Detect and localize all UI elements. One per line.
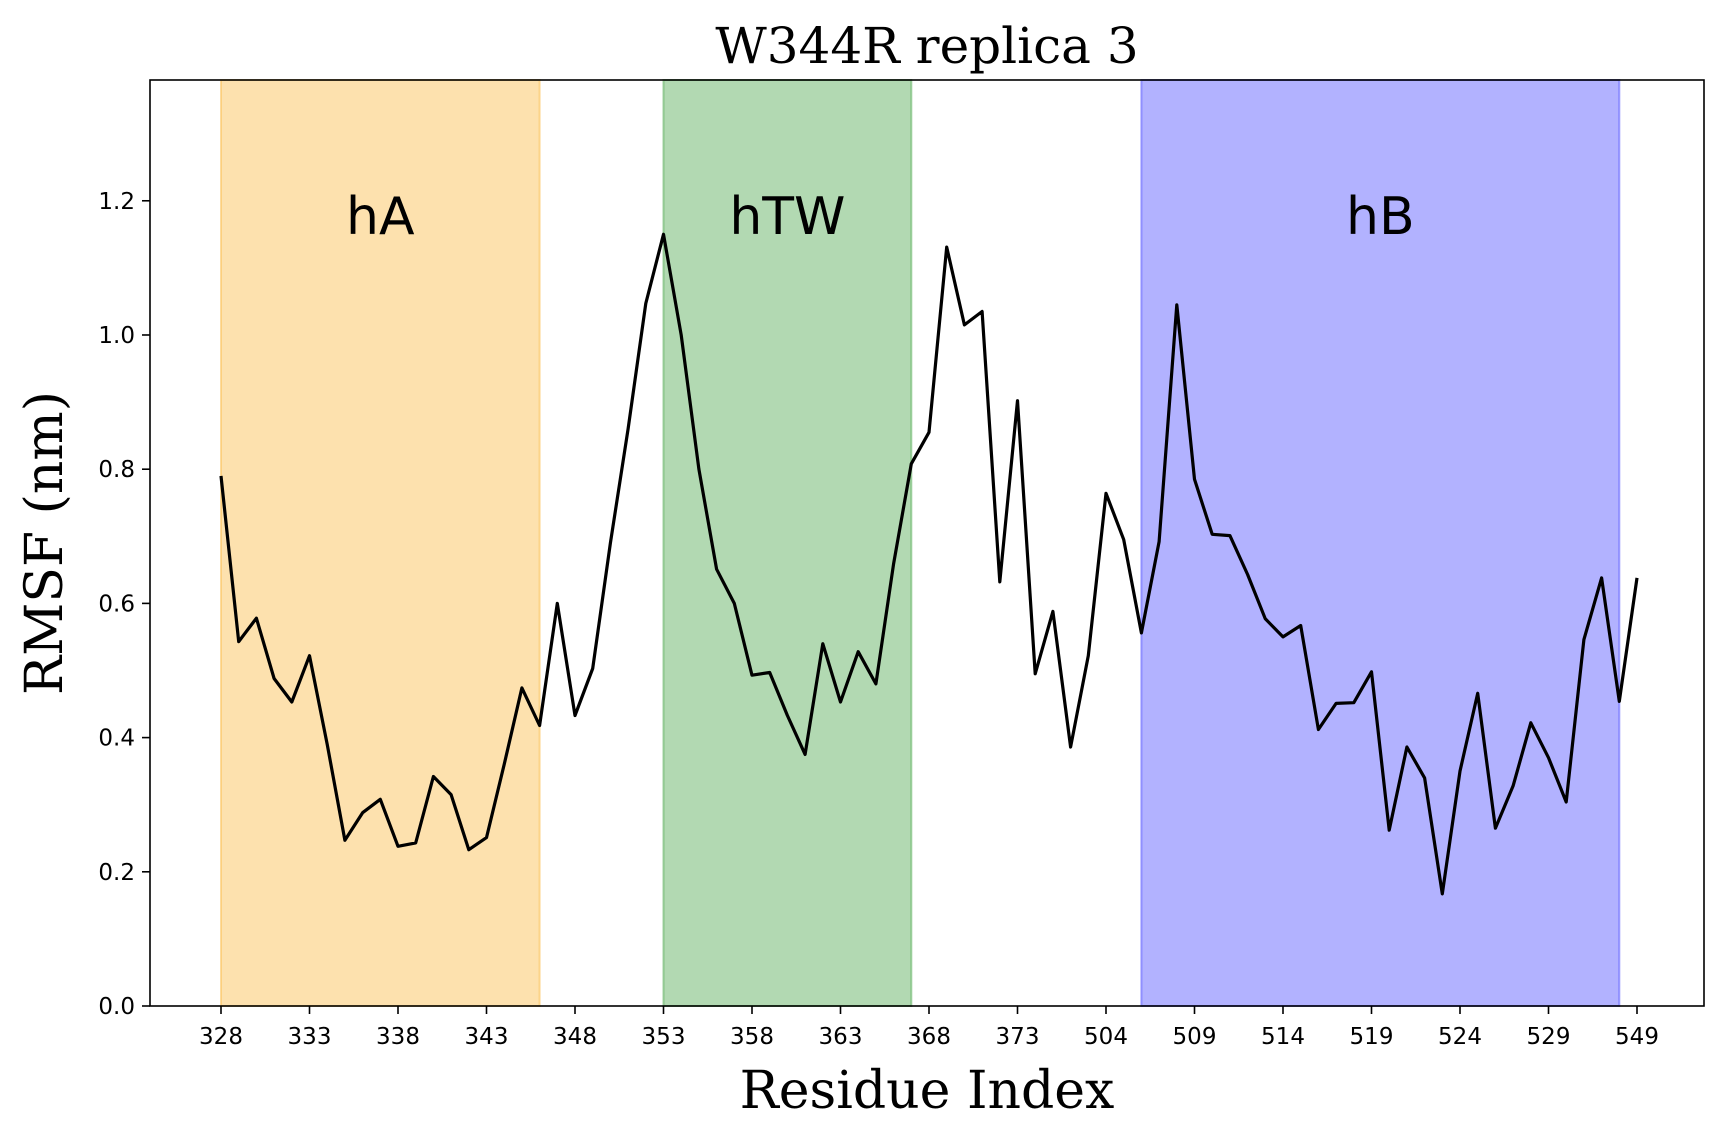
x-tick-label: 328 [199,1024,243,1050]
y-tick-label: 0.4 [98,726,135,752]
y-tick-label: 1.0 [98,323,135,349]
region-shading [220,79,1621,1007]
x-tick-label: 529 [1527,1024,1571,1050]
y-axis-ticks: 0.0 0.2 0.4 0.6 0.8 1.0 1.2 [98,189,150,1020]
x-tick-label: 338 [376,1024,420,1050]
region-ha [220,79,541,1007]
x-tick-label: 363 [819,1024,863,1050]
y-tick-label: 1.2 [98,189,135,215]
region-label-hb: hB [1346,187,1415,247]
x-tick-label: 519 [1350,1024,1394,1050]
region-hb [1140,79,1621,1007]
x-tick-label: 524 [1438,1024,1482,1050]
x-tick-label: 333 [288,1024,332,1050]
y-axis-label: RMSF (nm) [15,391,75,695]
chart-title: W344R replica 3 [715,17,1138,75]
x-tick-label: 343 [465,1024,509,1050]
region-label-htw: hTW [729,187,845,247]
y-tick-label: 0.8 [98,457,135,483]
y-tick-label: 0.2 [98,860,135,886]
x-tick-label: 509 [1173,1024,1217,1050]
x-tick-label: 368 [907,1024,951,1050]
x-tick-label: 373 [996,1024,1040,1050]
y-tick-label: 0.6 [98,591,135,617]
x-axis-ticks: 328 333 338 343 348 353 358 363 368 373 504 509 514 5… [199,1006,1659,1050]
x-axis-label: Residue Index [740,1061,1115,1121]
x-tick-label: 348 [553,1024,597,1050]
x-tick-label: 514 [1261,1024,1305,1050]
x-tick-label: 504 [1084,1024,1128,1050]
x-tick-label: 358 [730,1024,774,1050]
region-labels: hA hTW hB [346,187,1415,247]
x-tick-label: 353 [642,1024,686,1050]
y-tick-label: 0.0 [98,994,135,1020]
region-label-ha: hA [346,187,415,247]
rmsf-series-line [219,232,1639,896]
plot-frame [149,79,1705,1007]
x-tick-label: 549 [1615,1024,1659,1050]
